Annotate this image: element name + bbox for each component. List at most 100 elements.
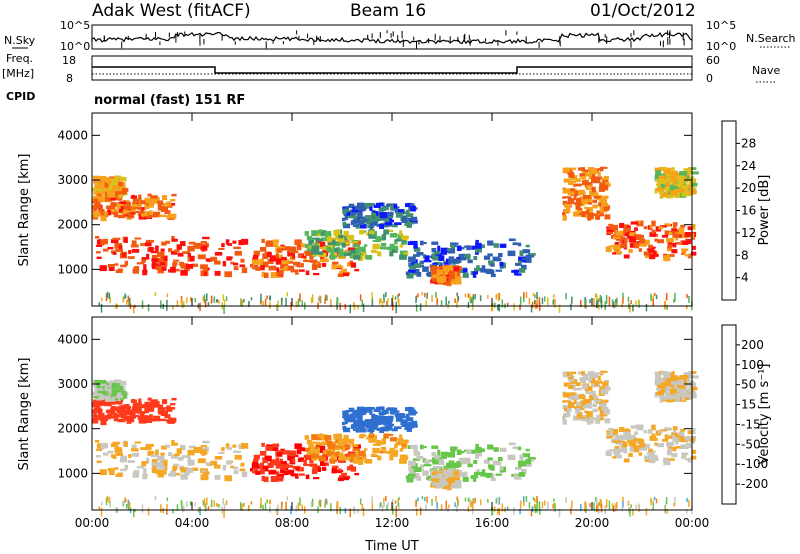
echo-cell <box>658 379 665 383</box>
clutter-cell <box>622 292 624 298</box>
echo-cell <box>234 250 242 256</box>
noise-spike <box>505 30 507 36</box>
echo-cell <box>691 375 699 379</box>
echo-cell <box>172 263 177 268</box>
echo-cell <box>333 433 341 440</box>
echo-cell <box>591 417 597 420</box>
echo-cell <box>99 176 107 180</box>
echo-cell <box>149 210 153 216</box>
echo-cell <box>173 463 180 466</box>
y-tick-label: 1000 <box>57 262 88 276</box>
echo-cell <box>604 379 609 383</box>
clutter-cell <box>109 297 111 304</box>
echo-cell <box>375 406 384 410</box>
clutter-cell <box>352 302 355 307</box>
echo-cell <box>330 237 337 241</box>
echo-cell <box>279 269 284 274</box>
clutter-cell <box>440 504 443 511</box>
echo-cell <box>202 440 210 444</box>
echo-cell <box>368 439 376 443</box>
echo-cell <box>162 399 168 404</box>
echo-cell <box>395 212 403 218</box>
echo-cell <box>269 461 277 466</box>
echo-cell <box>575 183 582 187</box>
clutter-cell <box>213 500 215 507</box>
echo-cell <box>138 401 142 406</box>
clutter-cell <box>207 302 210 306</box>
echo-cell <box>613 440 621 443</box>
echo-cell <box>609 225 616 232</box>
echo-cell <box>648 249 655 253</box>
echo-cell <box>419 260 424 265</box>
echo-cell <box>132 402 140 406</box>
echo-cell <box>334 247 339 253</box>
echo-cell <box>406 477 414 483</box>
echo-cell <box>160 255 168 261</box>
echo-cell <box>628 248 633 253</box>
echo-cell <box>149 214 156 218</box>
echo-cell <box>365 406 372 411</box>
clutter-cell <box>127 300 130 307</box>
echo-cell <box>522 249 531 254</box>
echo-cell <box>583 399 591 404</box>
echo-cell <box>166 201 171 207</box>
echo-cell <box>358 411 367 415</box>
echo-cell <box>515 466 522 470</box>
y-tick-label: 4000 <box>57 332 88 346</box>
echo-cell <box>657 443 665 448</box>
echo-cell <box>592 377 596 384</box>
echo-cell <box>310 249 319 255</box>
clutter-cell <box>295 505 298 512</box>
clutter-cell <box>613 505 615 513</box>
echo-cell <box>649 253 656 260</box>
clutter-cell <box>531 506 534 512</box>
clutter-cell <box>600 299 603 309</box>
echo-cell <box>109 408 116 414</box>
echo-cell <box>343 230 349 237</box>
echo-cell <box>654 238 658 242</box>
clutter-cell <box>133 509 135 518</box>
echo-cell <box>287 250 295 257</box>
echo-cell <box>134 237 142 240</box>
echo-cell <box>270 272 279 278</box>
noise-spike <box>669 30 671 34</box>
clutter-cell <box>395 304 397 314</box>
echo-cell <box>105 205 112 210</box>
echo-cell <box>347 455 353 459</box>
echo-cell <box>562 200 568 206</box>
echo-cell <box>475 239 479 246</box>
noise-spike <box>468 34 470 40</box>
echo-cell <box>401 240 406 243</box>
echo-cell <box>658 393 662 398</box>
clutter-cell <box>523 292 525 298</box>
echo-cell <box>587 411 593 417</box>
echo-cell <box>580 415 589 418</box>
echo-cell <box>276 272 283 276</box>
echo-cell <box>587 418 594 423</box>
echo-cell <box>667 181 674 184</box>
echo-cell <box>562 371 567 378</box>
echo-cell <box>311 264 318 270</box>
echo-cell <box>95 251 101 254</box>
echo-cell <box>97 396 103 401</box>
noise-spike <box>630 41 632 48</box>
echo-cell <box>107 264 115 268</box>
echo-cell <box>170 250 178 255</box>
echo-cell <box>402 211 407 215</box>
power-y-label: Slant Range [km] <box>17 154 32 267</box>
echo-cell <box>287 265 295 271</box>
echo-cell <box>253 250 260 256</box>
echo-cell <box>678 431 685 438</box>
clutter-cell <box>650 500 652 506</box>
clutter-cell <box>632 508 634 516</box>
echo-cell <box>132 207 140 210</box>
clutter-cell <box>497 497 500 506</box>
echo-cell <box>690 178 697 184</box>
echo-cell <box>380 242 387 247</box>
echo-cell <box>394 444 398 449</box>
echo-cell <box>453 462 462 467</box>
clutter-cell <box>494 302 496 308</box>
clutter-cell <box>421 292 424 296</box>
echo-cell <box>432 466 438 470</box>
echo-cell <box>120 177 127 182</box>
